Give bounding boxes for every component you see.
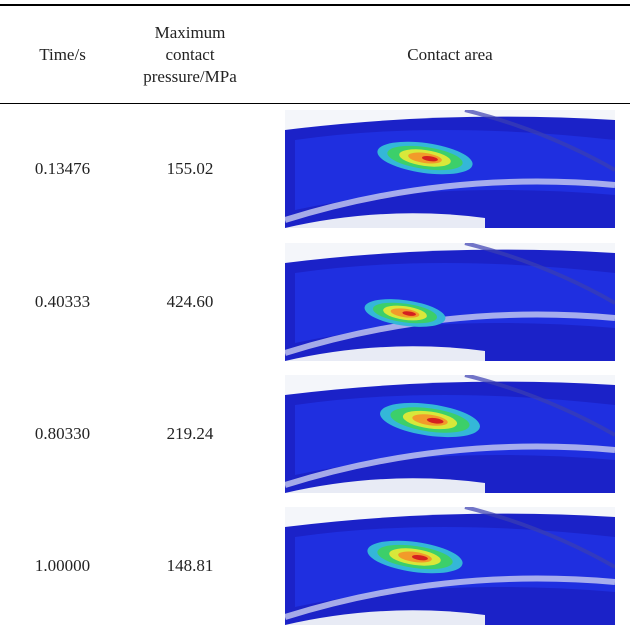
time-cell: 0.13476 — [10, 110, 115, 228]
header-cell: Contact area — [285, 6, 615, 103]
time-cell: 0.40333 — [10, 243, 115, 361]
contact-area-image — [285, 375, 615, 493]
pressure-cell: 424.60 — [125, 243, 255, 361]
contact-area-image — [285, 507, 615, 625]
header-cell: Time/s — [10, 6, 115, 103]
page: Time/s Maximum contact pressure/MPa Cont… — [0, 0, 630, 626]
pressure-cell: 155.02 — [125, 110, 255, 228]
time-cell: 0.80330 — [10, 375, 115, 493]
pressure-cell: 148.81 — [125, 507, 255, 625]
header-cell: Maximum contact pressure/MPa — [125, 6, 255, 103]
time-cell: 1.00000 — [10, 507, 115, 625]
contact-area-image — [285, 110, 615, 228]
header-rule — [0, 103, 630, 104]
pressure-cell: 219.24 — [125, 375, 255, 493]
contact-area-image — [285, 243, 615, 361]
